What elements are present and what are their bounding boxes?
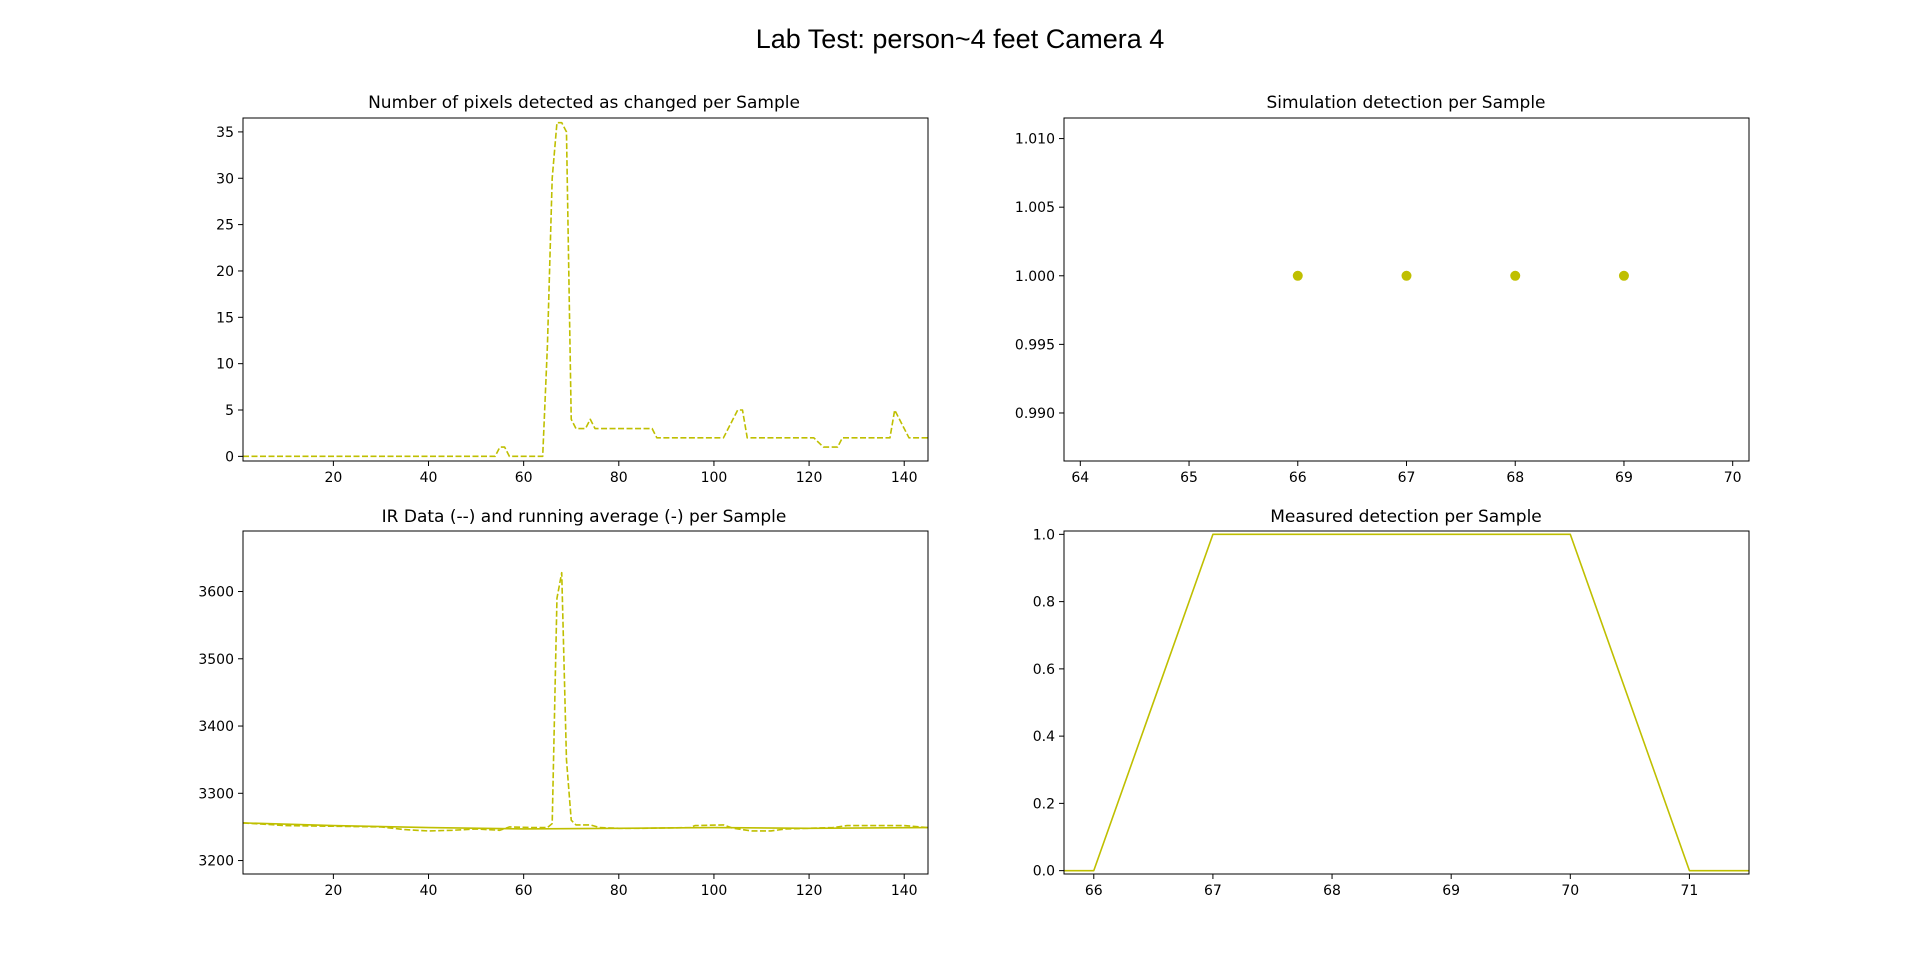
ir-xtick-label: 60 [515,883,533,899]
pixels-ytick-label: 10 [216,357,234,373]
ir-xtick-label: 80 [610,883,628,899]
ir-series-solid-line [243,822,928,830]
simulation-point-3 [1618,270,1629,281]
measured-ytick-label: 1.0 [1033,527,1055,543]
pixels-ytick-label: 5 [225,403,234,419]
pixels-chart-title: Number of pixels detected as changed per… [368,93,800,113]
simulation-ytick-label: 1.010 [1015,132,1055,148]
ir-chart-title: IR Data (--) and running average (-) per… [382,507,787,527]
simulation-xtick-label: 70 [1724,470,1742,486]
pixels-series-dashed-line [243,121,928,458]
simulation-xtick-label: 68 [1506,470,1524,486]
pixels-xtick-label: 100 [701,470,728,486]
simulation-point-0 [1292,270,1303,281]
figure-title: Lab Test: person~4 feet Camera 4 [756,24,1165,54]
simulation-axes-frame [1063,117,1750,462]
ir-ytick-label: 3300 [198,786,234,802]
ir-chart: IR Data (--) and running average (-) per… [198,507,929,899]
ir-series-dashed-line [243,571,928,832]
ir-ytick-label: 3600 [198,585,234,601]
pixels-axes-frame [242,117,929,462]
pixels-ytick-label: 25 [216,218,234,234]
simulation-chart-title: Simulation detection per Sample [1266,93,1545,113]
pixels-xtick-label: 40 [420,470,438,486]
simulation-ytick-label: 0.995 [1015,337,1055,353]
pixels-chart: Number of pixels detected as changed per… [216,93,929,486]
measured-xtick-label: 66 [1085,883,1103,899]
measured-xtick-label: 70 [1561,883,1579,899]
pixels-ytick-label: 30 [216,171,234,187]
ir-xtick-label: 40 [420,883,438,899]
simulation-xtick-label: 67 [1398,470,1416,486]
simulation-xtick-label: 64 [1071,470,1089,486]
measured-ytick-label: 0.0 [1033,864,1055,880]
pixels-xtick-label: 80 [610,470,628,486]
pixels-xtick-label: 60 [515,470,533,486]
measured-xtick-label: 67 [1204,883,1222,899]
simulation-ytick-label: 0.990 [1015,406,1055,422]
ir-xtick-label: 100 [701,883,728,899]
simulation-chart: Simulation detection per Sample 64 65 66 67… [1015,93,1750,486]
pixels-ytick-label: 20 [216,264,234,280]
measured-ytick-label: 0.6 [1033,662,1055,678]
measured-series-solid-line [1064,533,1749,872]
simulation-xtick-label: 65 [1180,470,1198,486]
ir-axes-frame [242,530,929,875]
ir-ytick-label: 3200 [198,854,234,870]
measured-xtick-label: 69 [1442,883,1460,899]
simulation-ytick-label: 1.005 [1015,200,1055,216]
ir-ytick-label: 3500 [198,652,234,668]
pixels-ytick-label: 15 [216,310,234,326]
pixels-xtick-label: 140 [891,470,918,486]
pixels-ytick-label: 35 [216,125,234,141]
measured-chart: Measured detection per Sample 66 67 68 69 70… [1033,507,1750,899]
measured-xtick-label: 68 [1323,883,1341,899]
measured-ytick-label: 0.8 [1033,595,1055,611]
measured-ytick-label: 0.2 [1033,796,1055,812]
ir-ytick-label: 3400 [198,719,234,735]
simulation-ytick-label: 1.000 [1015,269,1055,285]
measured-chart-title: Measured detection per Sample [1270,507,1542,527]
pixels-xtick-label: 20 [324,470,342,486]
simulation-point-1 [1401,270,1412,281]
ir-xtick-label: 20 [324,883,342,899]
pixels-xtick-label: 120 [796,470,823,486]
simulation-xtick-label: 69 [1615,470,1633,486]
simulation-xtick-label: 66 [1289,470,1307,486]
measured-ytick-label: 0.4 [1033,729,1055,745]
ir-xtick-label: 120 [796,883,823,899]
measured-axes-frame [1063,530,1750,875]
simulation-point-2 [1510,270,1521,281]
pixels-ytick-label: 0 [225,449,234,465]
measured-xtick-label: 71 [1681,883,1699,899]
ir-xtick-label: 140 [891,883,918,899]
